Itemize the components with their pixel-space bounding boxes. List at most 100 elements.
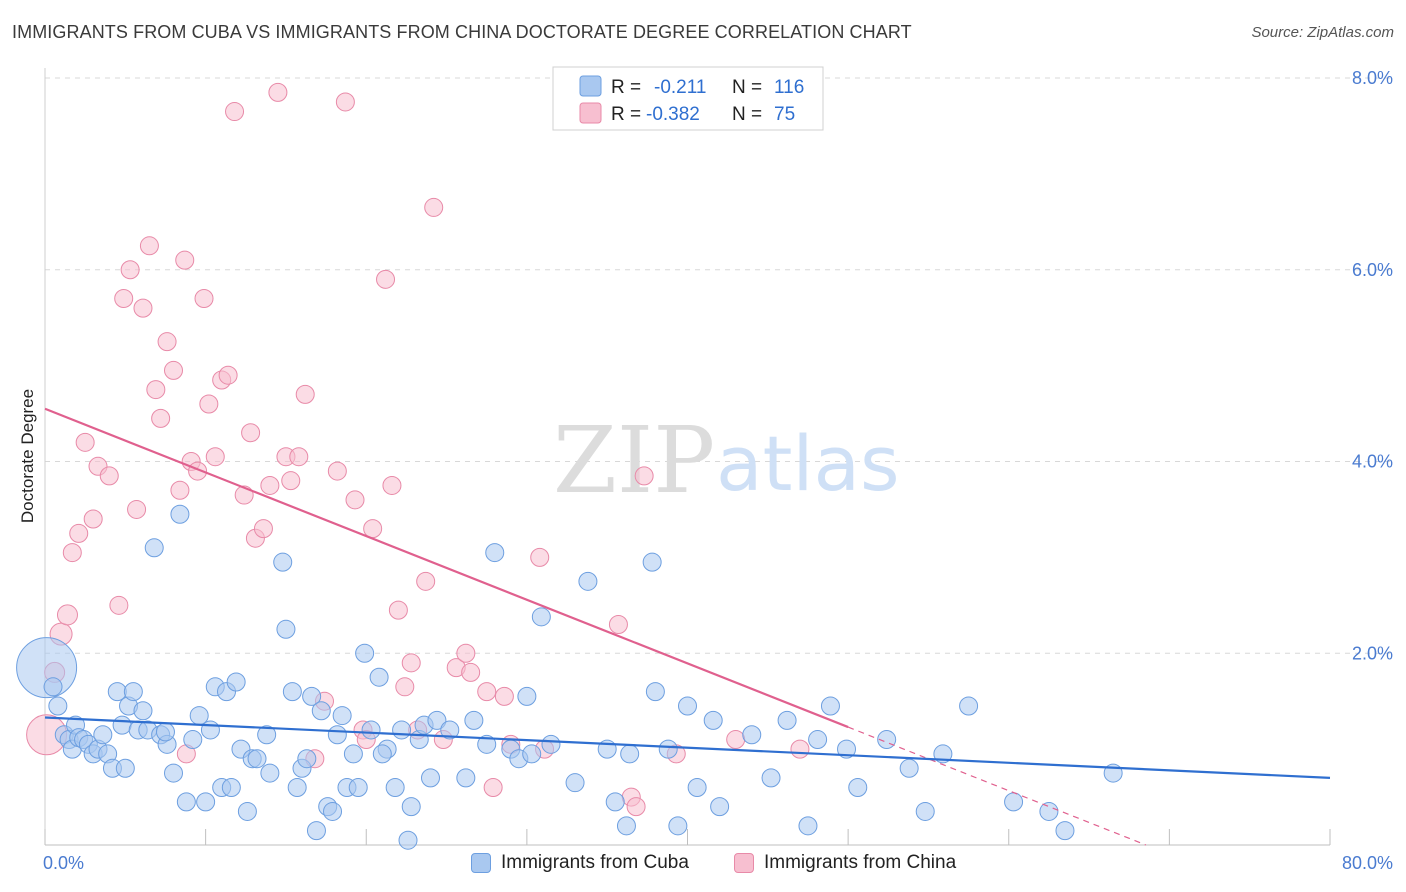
cuba-point [237, 801, 257, 821]
cuba-point [282, 682, 302, 702]
cuba-point [273, 552, 293, 572]
cuba-point [155, 722, 175, 742]
cuba-point [522, 744, 542, 764]
cuba-point [620, 744, 640, 764]
cuba-point [369, 667, 389, 687]
cuba-trend-line [44, 716, 1331, 779]
china-point [62, 543, 82, 563]
legend-cuba-label: Immigrants from Cuba [501, 852, 689, 873]
cuba-point [761, 768, 781, 788]
legend-item-cuba: Immigrants from Cuba [471, 852, 689, 874]
source-label: Source: ZipAtlas.com [1251, 24, 1394, 41]
cuba-point [541, 734, 561, 754]
cuba-point [287, 777, 307, 797]
cuba-point [355, 643, 375, 663]
china-point [295, 384, 315, 404]
china-point [260, 475, 280, 495]
china-point [345, 490, 365, 510]
cuba-point [257, 725, 277, 745]
cuba-point [899, 758, 919, 778]
y-tick-label: 2.0% [1352, 643, 1393, 663]
china-point [175, 250, 195, 270]
china-point [327, 461, 347, 481]
china-point [401, 653, 421, 673]
cuba-point [247, 749, 267, 769]
china-point [225, 102, 245, 122]
cuba-point [427, 710, 447, 730]
cuba-point [16, 637, 78, 699]
china-point [109, 595, 129, 615]
cuba-point [616, 816, 636, 836]
legend-china-r-label: R = [611, 104, 641, 125]
cuba-point [959, 696, 979, 716]
cuba-point [401, 797, 421, 817]
cuba-point [112, 715, 132, 735]
china-point [194, 289, 214, 309]
cuba-point [170, 504, 190, 524]
watermark-zip: ZIP [553, 407, 715, 514]
chart-title: IMMIGRANTS FROM CUBA VS IMMIGRANTS FROM … [12, 22, 912, 42]
x-tick-label-min: 0.0% [43, 853, 84, 873]
china-point [382, 475, 402, 495]
cuba-point [144, 538, 164, 558]
cuba-point [837, 739, 857, 759]
china-point [483, 777, 503, 797]
china-point [75, 432, 95, 452]
cuba-point [123, 682, 143, 702]
cuba-point [196, 792, 216, 812]
cuba-point [687, 777, 707, 797]
china-point [530, 547, 550, 567]
cuba-point [302, 686, 322, 706]
china-point [56, 604, 78, 626]
watermark-atlas: atlas [716, 419, 900, 508]
legend-cuba-n-value: 116 [774, 77, 804, 98]
y-tick-label: 8.0% [1352, 68, 1393, 88]
cuba-point [798, 816, 818, 836]
china-point [205, 447, 225, 467]
cuba-point [678, 696, 697, 716]
trend-lines [44, 407, 1331, 846]
cuba-point [226, 672, 246, 692]
cuba-point [348, 777, 368, 797]
china-point [363, 519, 383, 539]
china-point [139, 236, 159, 256]
china-point [376, 269, 396, 289]
china-point [164, 360, 183, 380]
china-point [335, 92, 355, 112]
china-point [127, 499, 147, 519]
legend-cuba-r-value: -0.211 [654, 77, 706, 98]
china-point [281, 471, 301, 491]
cuba-point [276, 619, 296, 639]
cuba-points [16, 504, 1123, 850]
china-point [151, 408, 171, 428]
cuba-point [668, 816, 688, 836]
cuba-point [742, 725, 762, 745]
cuba-point [848, 777, 868, 797]
cuba-point [398, 830, 418, 850]
cuba-point [565, 773, 585, 793]
cuba-point [327, 725, 347, 745]
y-tick-label: 6.0% [1352, 260, 1393, 280]
legend-china-n-value: 75 [774, 104, 795, 125]
cuba-point [133, 701, 153, 721]
legend-china-swatch [579, 102, 602, 124]
cuba-point [485, 543, 505, 563]
cuba-point [260, 763, 280, 783]
china-point [99, 466, 119, 486]
legend-china-n-label: N = [732, 104, 762, 125]
cuba-point [183, 730, 203, 750]
cuba-point [440, 720, 460, 740]
china-point [253, 519, 273, 539]
china-point [170, 480, 190, 500]
cuba-point [48, 696, 68, 716]
cuba-point [642, 552, 662, 572]
y-axis-label: Doctorate Degree [18, 389, 37, 523]
china-point [146, 380, 166, 400]
china-point [114, 289, 134, 309]
china-point [268, 82, 288, 102]
china-point [83, 509, 103, 529]
cuba-point [385, 777, 405, 797]
legend-cuba-swatch [579, 75, 602, 97]
cuba-point [517, 686, 537, 706]
cuba-point [332, 706, 352, 726]
